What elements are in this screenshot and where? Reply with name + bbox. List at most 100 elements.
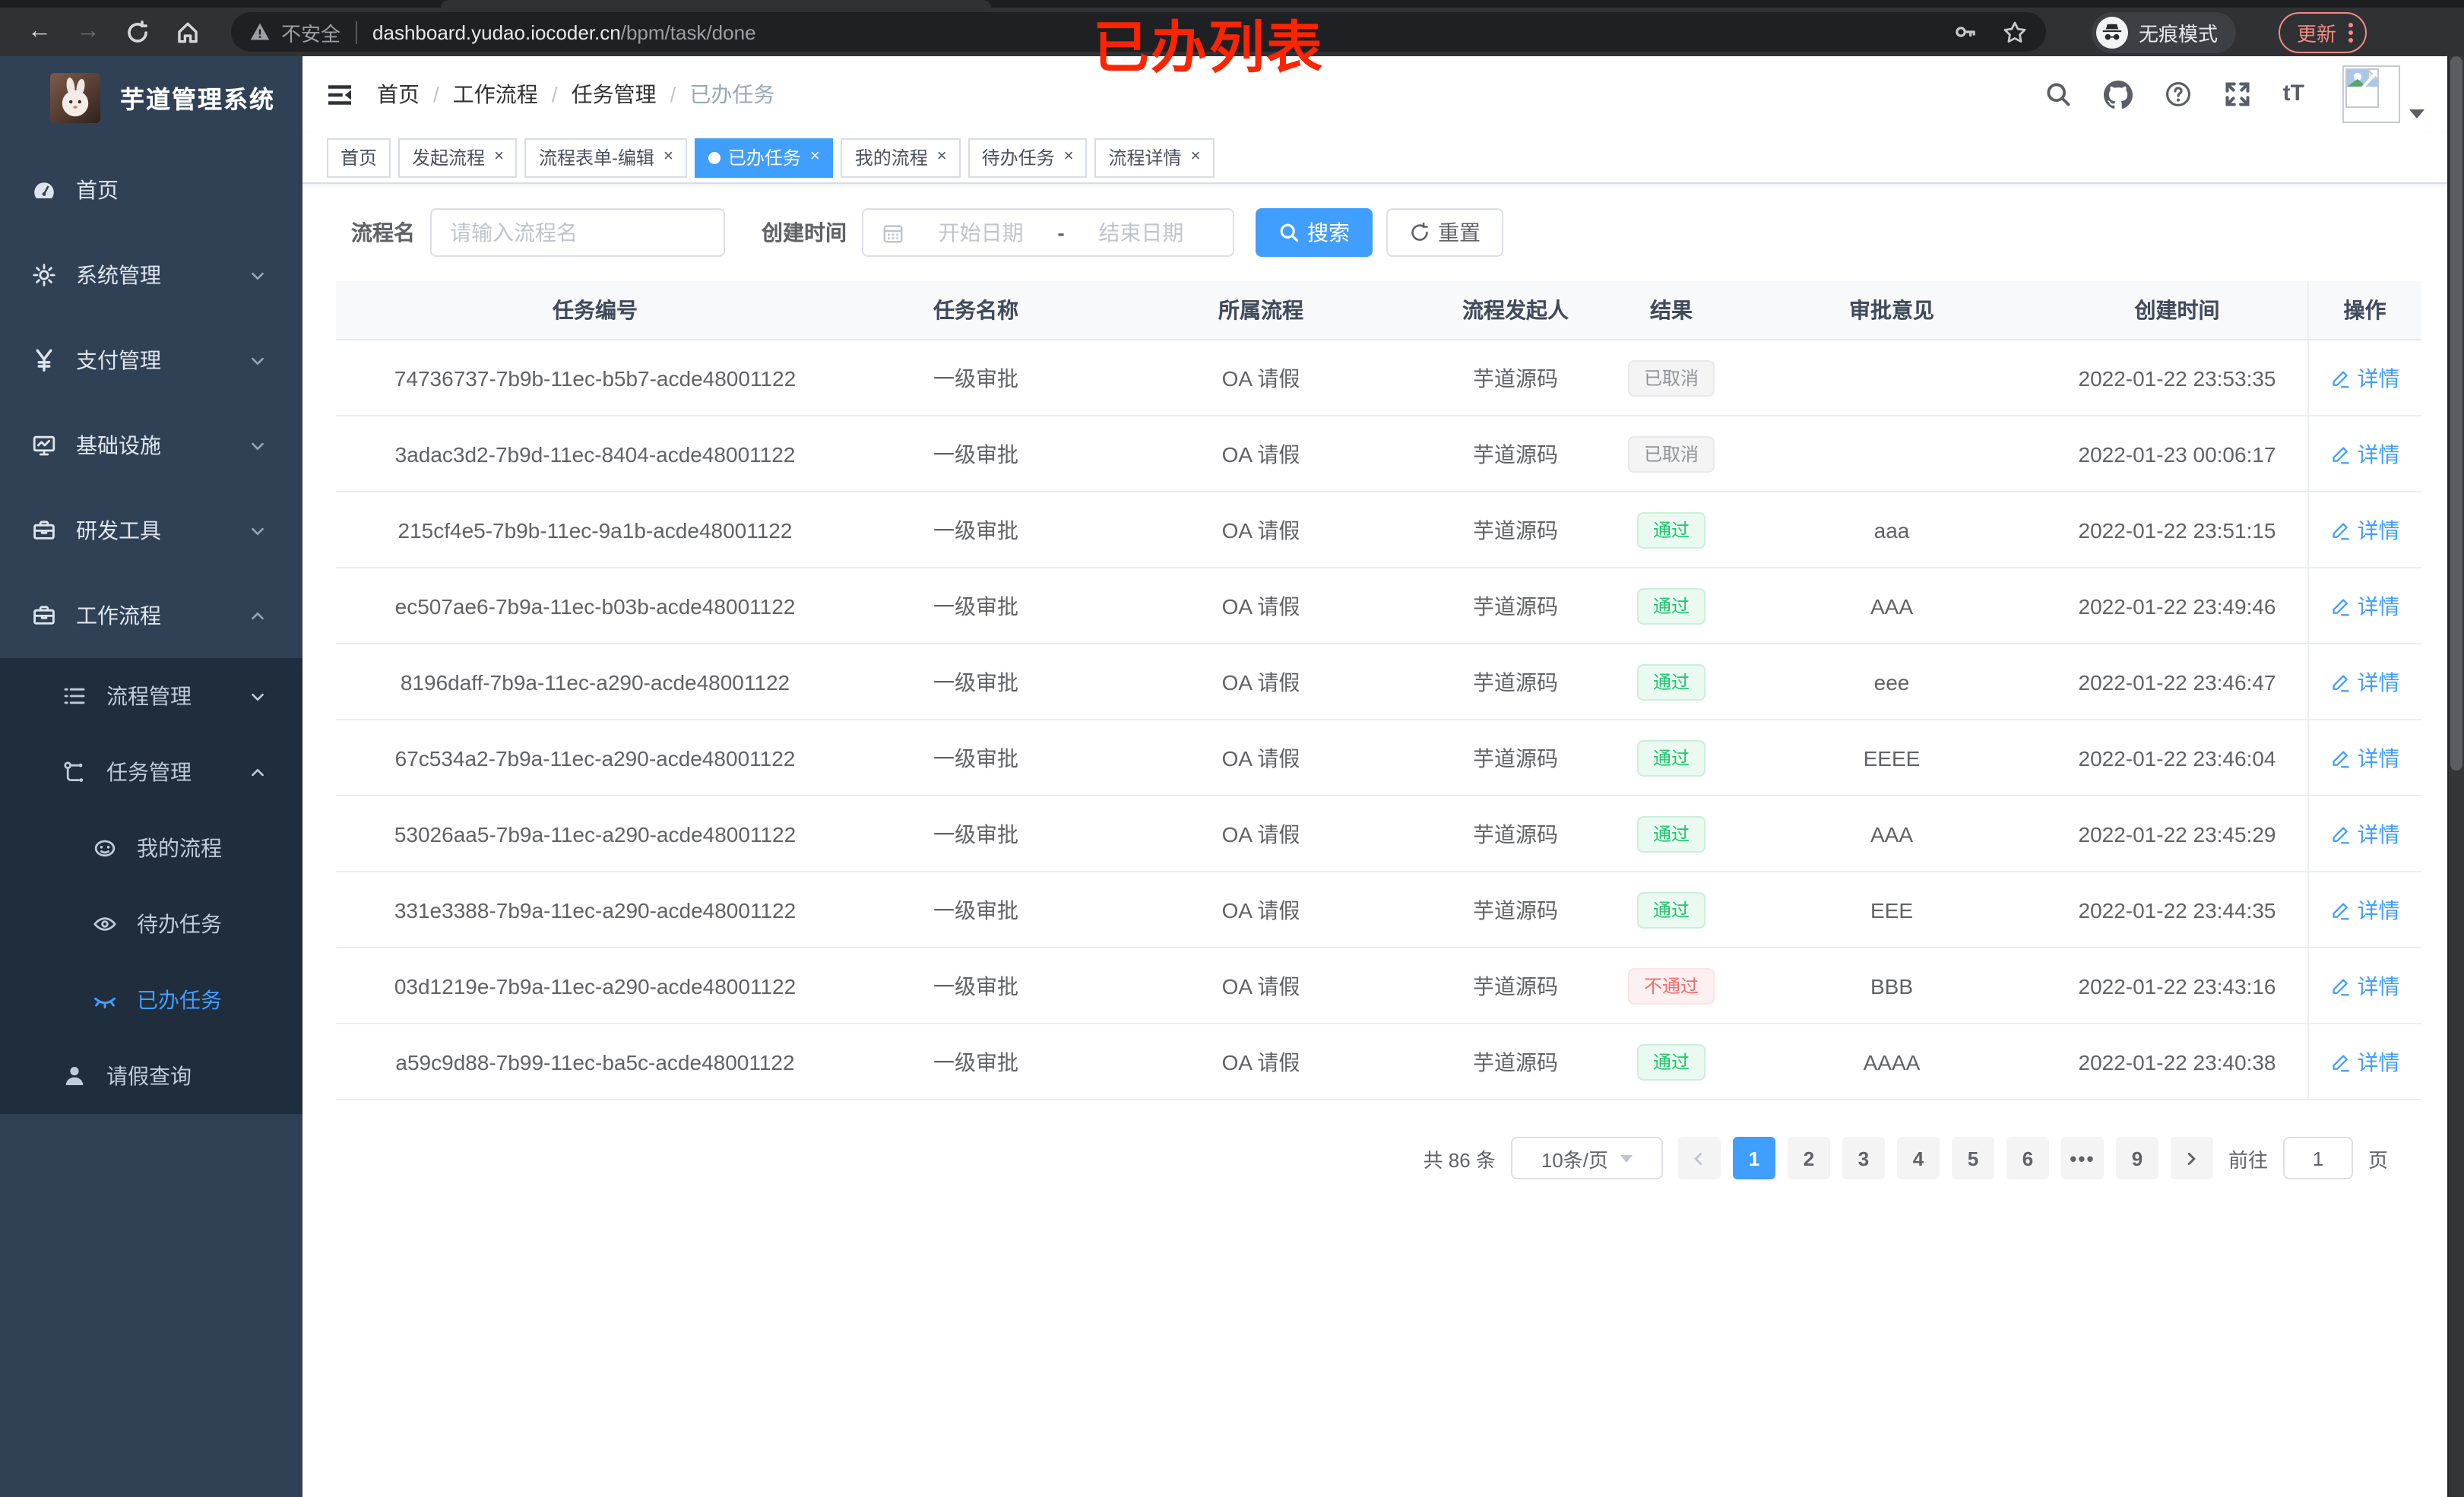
created-time-cell: 2022-01-22 23:45:29 <box>2048 796 2307 872</box>
sidebar-item-label: 研发工具 <box>76 518 161 543</box>
sidebar-item-payment-management[interactable]: 支付管理 <box>0 318 302 403</box>
browser-forward-icon[interactable]: → <box>76 18 100 44</box>
search-icon[interactable] <box>2044 81 2072 108</box>
detail-link[interactable]: 详情 <box>2330 362 2400 393</box>
reset-button[interactable]: 重置 <box>1386 208 1503 257</box>
browser-reload-icon[interactable] <box>125 19 150 45</box>
tab-my-process[interactable]: 我的流程 × <box>841 138 961 177</box>
help-icon[interactable] <box>2165 81 2192 108</box>
detail-link[interactable]: 详情 <box>2330 818 2400 849</box>
detail-link[interactable]: 详情 <box>2330 1046 2400 1077</box>
detail-link[interactable]: 详情 <box>2330 590 2400 621</box>
sidebar-item-task-management[interactable]: 任务管理 <box>0 734 302 810</box>
detail-link[interactable]: 详情 <box>2330 742 2400 773</box>
sidebar-item-system-management[interactable]: 系统管理 <box>0 233 302 318</box>
pager-page-1[interactable]: 1 <box>1732 1137 1775 1179</box>
tab-done-tasks[interactable]: 已办任务 × <box>694 138 834 177</box>
breadcrumb-item[interactable]: 工作流程 <box>452 82 538 106</box>
pager-next-button[interactable] <box>2170 1137 2213 1179</box>
edit-icon <box>2330 443 2352 464</box>
pager-ellipsis-button[interactable]: ••• <box>2060 1137 2104 1179</box>
action-cell: 详情 <box>2307 568 2421 644</box>
github-icon[interactable] <box>2103 80 2133 109</box>
create-time-range-input[interactable]: 开始日期 - 结束日期 <box>862 208 1234 257</box>
pager-page-4[interactable]: 4 <box>1896 1137 1940 1179</box>
sidebar-item-done-tasks[interactable]: 已办任务 <box>0 962 302 1038</box>
breadcrumb-item: 已办任务 <box>689 82 775 106</box>
tab-close-icon[interactable]: × <box>1063 147 1074 166</box>
browser-back-icon[interactable]: ← <box>27 18 52 44</box>
browser-home-icon[interactable] <box>175 19 201 45</box>
tab-process-form-edit[interactable]: 流程表单-编辑 × <box>524 138 687 177</box>
browser-update-button[interactable]: 更新 <box>2278 11 2367 52</box>
tab-close-icon[interactable]: × <box>663 147 673 166</box>
detail-link[interactable]: 详情 <box>2330 438 2400 469</box>
breadcrumb-separator: / <box>433 82 439 106</box>
tab-process-detail[interactable]: 流程详情 × <box>1094 138 1215 177</box>
url-host: dashboard.yudao.iocoder.cn <box>372 21 621 43</box>
sidebar-item-todo-tasks[interactable]: 待办任务 <box>0 886 302 962</box>
fullscreen-icon[interactable] <box>2224 81 2251 108</box>
browser-active-tab[interactable] <box>441 0 991 8</box>
tab-close-icon[interactable]: × <box>809 147 820 166</box>
column-header: 流程发起人 <box>1424 281 1607 340</box>
pager-prev-button[interactable] <box>1677 1137 1721 1179</box>
hamburger-fold-icon[interactable] <box>327 83 353 106</box>
table-row: 3adac3d2-7b9d-11ec-8404-acde48001122 一级审批… <box>336 416 2421 492</box>
address-bar[interactable]: 不安全 dashboard.yudao.iocoder.cn /bpm/task… <box>231 12 2046 52</box>
browser-menu-icon[interactable] <box>2348 22 2353 42</box>
sidebar-item-process-management[interactable]: 流程管理 <box>0 658 302 734</box>
sidebar-item-workflow[interactable]: 工作流程 <box>0 573 302 658</box>
breadcrumb-item[interactable]: 任务管理 <box>571 82 657 106</box>
pager-page-3[interactable]: 3 <box>1842 1137 1885 1179</box>
tab-close-icon[interactable]: × <box>1190 147 1201 166</box>
scrollbar-thumb[interactable] <box>2450 56 2462 771</box>
breadcrumb: 首页 / 工作流程 / 任务管理 / 已办任务 <box>377 79 774 109</box>
not-secure-warning-icon[interactable] <box>249 21 271 43</box>
sidebar-item-dev-tools[interactable]: 研发工具 <box>0 488 302 573</box>
app-logo[interactable]: 芋道管理系统 <box>0 56 302 138</box>
flow-icon <box>62 760 87 784</box>
sidebar-item-home[interactable]: 首页 <box>0 147 302 233</box>
search-button[interactable]: 搜索 <box>1256 208 1373 257</box>
breadcrumb-item[interactable]: 首页 <box>377 82 420 106</box>
bookmark-star-icon[interactable] <box>2002 19 2028 45</box>
key-icon[interactable] <box>1953 20 1978 44</box>
page-size-select[interactable]: 10条/页 <box>1510 1137 1663 1179</box>
page-scrollbar[interactable] <box>2447 56 2464 1497</box>
pager-page-2[interactable]: 2 <box>1787 1137 1830 1179</box>
sidebar-item-leave-query[interactable]: 请假查询 <box>0 1038 302 1114</box>
user-avatar[interactable] <box>2342 65 2424 123</box>
incognito-icon <box>2101 21 2124 43</box>
avatar-caret-down-icon[interactable] <box>2409 109 2424 119</box>
process-cell: OA 请假 <box>1097 644 1424 720</box>
sidebar-item-my-process[interactable]: 我的流程 <box>0 810 302 886</box>
detail-link[interactable]: 详情 <box>2330 666 2400 697</box>
sidebar-item-infrastructure[interactable]: 基础设施 <box>0 403 302 488</box>
tab-start-process[interactable]: 发起流程 × <box>398 138 518 177</box>
chevron-down-icon <box>245 352 269 369</box>
detail-link[interactable]: 详情 <box>2330 970 2400 1001</box>
pager-page-5[interactable]: 5 <box>1951 1137 1994 1179</box>
detail-link-label: 详情 <box>2357 897 2400 922</box>
process-name-input[interactable]: 请输入流程名 <box>430 208 725 257</box>
goto-page-input[interactable]: 1 <box>2282 1137 2353 1179</box>
tab-todo-tasks[interactable]: 待办任务 × <box>968 138 1088 177</box>
detail-link[interactable]: 详情 <box>2330 514 2400 545</box>
task-name-cell: 一级审批 <box>854 948 1097 1024</box>
action-cell: 详情 <box>2307 340 2421 416</box>
pager-page-6[interactable]: 6 <box>2006 1137 2049 1179</box>
starter-cell: 芋道源码 <box>1424 492 1607 568</box>
chevron-down-icon <box>245 522 269 539</box>
tab-home[interactable]: 首页 <box>327 138 391 177</box>
table-row: 8196daff-7b9a-11ec-a290-acde48001122 一级审批… <box>336 644 2421 720</box>
action-cell: 详情 <box>2307 416 2421 492</box>
task-name-cell: 一级审批 <box>854 492 1097 568</box>
tab-close-icon[interactable]: × <box>494 147 504 166</box>
detail-link[interactable]: 详情 <box>2330 894 2400 925</box>
app-title: 芋道管理系统 <box>120 88 276 114</box>
tab-close-icon[interactable]: × <box>936 147 947 166</box>
comment-cell: EEE <box>1736 872 2048 948</box>
detail-link-label: 详情 <box>2357 821 2400 846</box>
pager-page-9[interactable]: 9 <box>2115 1137 2158 1179</box>
